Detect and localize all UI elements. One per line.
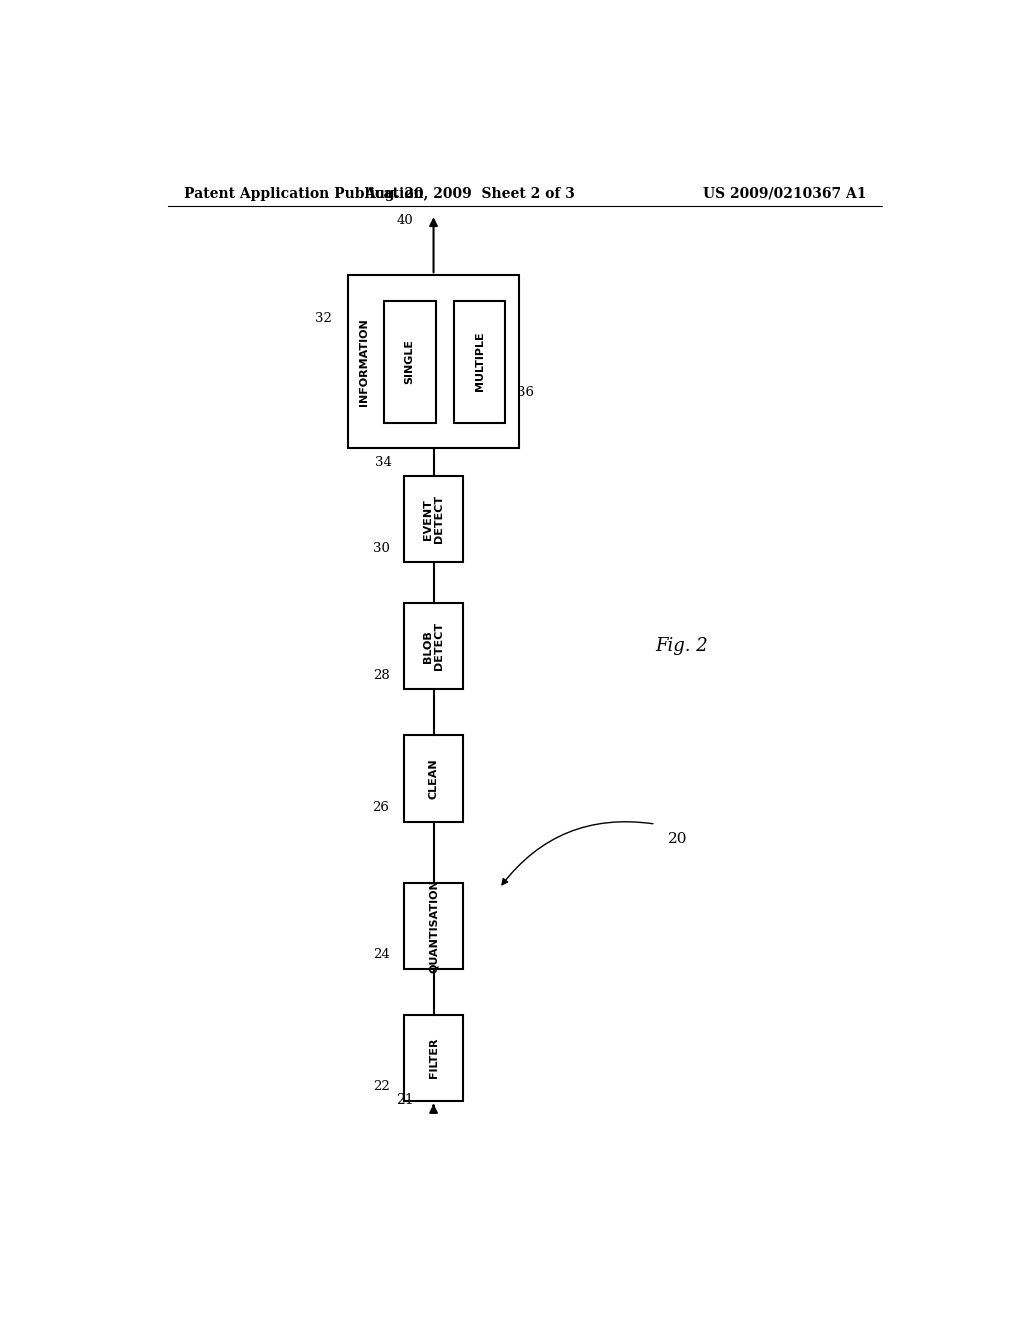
Text: 30: 30 [373,541,389,554]
Text: Fig. 2: Fig. 2 [655,638,709,655]
Bar [403,883,463,969]
Text: 36: 36 [517,385,535,399]
Text: 24: 24 [373,948,389,961]
Text: INFORMATION: INFORMATION [359,318,369,405]
Text: 40: 40 [397,214,414,227]
Bar [454,301,506,422]
Text: US 2009/0210367 A1: US 2009/0210367 A1 [702,187,866,201]
Text: 32: 32 [315,312,333,325]
Bar [384,301,435,422]
Text: CLEAN: CLEAN [428,758,438,799]
Text: 21: 21 [396,1093,414,1106]
Text: EVENT
DETECT: EVENT DETECT [423,495,444,544]
Text: Aug. 20, 2009  Sheet 2 of 3: Aug. 20, 2009 Sheet 2 of 3 [364,187,574,201]
Text: BLOB
DETECT: BLOB DETECT [423,622,444,671]
Text: 22: 22 [373,1080,389,1093]
Text: SINGLE: SINGLE [404,339,415,384]
Bar [403,477,463,562]
Text: QUANTISATION: QUANTISATION [428,879,438,973]
Text: 26: 26 [373,801,389,813]
Text: MULTIPLE: MULTIPLE [474,331,484,392]
Text: 28: 28 [373,668,389,681]
Text: Patent Application Publication: Patent Application Publication [183,187,423,201]
Text: FILTER: FILTER [428,1038,438,1078]
Text: 34: 34 [375,455,392,469]
Bar [348,276,519,447]
Bar [403,735,463,821]
Text: 20: 20 [668,833,687,846]
Bar [403,1015,463,1101]
Bar [403,603,463,689]
